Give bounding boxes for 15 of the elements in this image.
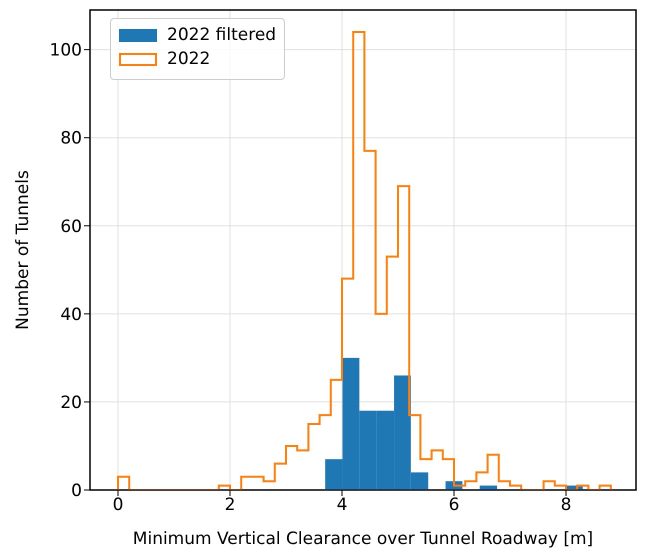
x-tick-label: 0 xyxy=(112,495,124,516)
y-axis-title: Number of Tunnels xyxy=(13,170,34,330)
y-tick-label: 40 xyxy=(60,304,82,325)
y-tick-label: 20 xyxy=(60,392,82,413)
y-tick-label: 60 xyxy=(60,216,82,237)
x-axis-title: Minimum Vertical Clearance over Tunnel Roadway [m] xyxy=(132,529,594,549)
x-tick-label: 6 xyxy=(448,495,460,516)
x-tick-label: 2 xyxy=(224,495,236,516)
y-tick-label: 80 xyxy=(60,128,82,149)
x-tick-label: 4 xyxy=(336,495,348,516)
y-tick-label: 100 xyxy=(50,40,82,61)
x-tick-label: 8 xyxy=(560,495,572,516)
y-tick-label: 0 xyxy=(71,481,82,502)
legend-label: 2022 filtered xyxy=(167,25,276,45)
legend-label: 2022 xyxy=(167,49,210,69)
